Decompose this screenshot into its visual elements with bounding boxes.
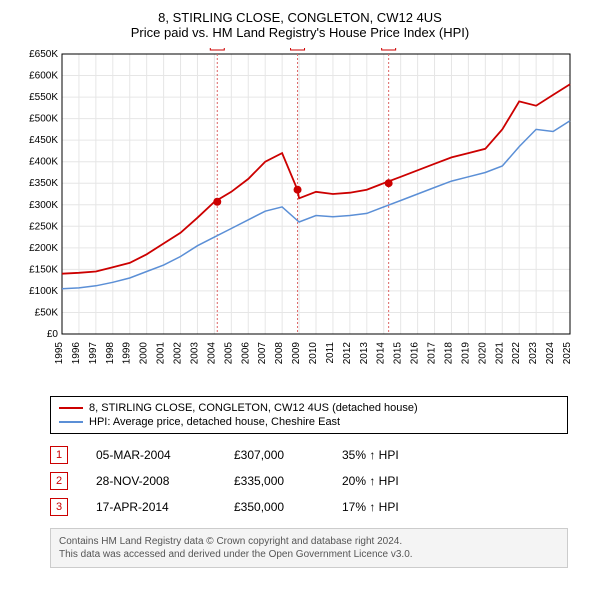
- svg-text:3: 3: [386, 48, 392, 50]
- svg-text:£600K: £600K: [29, 71, 58, 82]
- svg-text:2006: 2006: [240, 342, 251, 365]
- event-date: 05-MAR-2004: [96, 448, 206, 462]
- event-date: 28-NOV-2008: [96, 474, 206, 488]
- svg-text:2021: 2021: [494, 342, 505, 365]
- svg-text:£400K: £400K: [29, 157, 58, 168]
- svg-text:2007: 2007: [257, 342, 268, 365]
- svg-text:£300K: £300K: [29, 200, 58, 211]
- legend-box: 8, STIRLING CLOSE, CONGLETON, CW12 4US (…: [50, 396, 568, 434]
- svg-text:2020: 2020: [477, 342, 488, 365]
- svg-text:2019: 2019: [460, 342, 471, 365]
- svg-text:£500K: £500K: [29, 114, 58, 125]
- event-hpi: 20% ↑ HPI: [342, 474, 432, 488]
- event-date: 17-APR-2014: [96, 500, 206, 514]
- svg-text:£550K: £550K: [29, 92, 58, 103]
- event-marker-box: 2: [50, 472, 68, 490]
- svg-text:2016: 2016: [410, 342, 421, 365]
- svg-text:2002: 2002: [173, 342, 184, 365]
- svg-text:2015: 2015: [393, 342, 404, 365]
- svg-text:£450K: £450K: [29, 135, 58, 146]
- legend-item: HPI: Average price, detached house, Ches…: [59, 415, 559, 429]
- svg-text:1996: 1996: [71, 342, 82, 365]
- svg-text:2025: 2025: [562, 342, 573, 365]
- svg-text:£350K: £350K: [29, 178, 58, 189]
- svg-text:2008: 2008: [274, 342, 285, 365]
- svg-text:2017: 2017: [427, 342, 438, 365]
- svg-text:£50K: £50K: [35, 307, 59, 318]
- svg-text:2009: 2009: [291, 342, 302, 365]
- svg-text:2023: 2023: [528, 342, 539, 365]
- svg-text:2013: 2013: [359, 342, 370, 365]
- line-chart: £0 £50K £100K £150K £200K £250K £300K £350K £400…: [20, 48, 580, 388]
- svg-text:£0: £0: [47, 329, 59, 340]
- svg-text:2012: 2012: [342, 342, 353, 365]
- svg-text:2010: 2010: [308, 342, 319, 365]
- footer-note: Contains HM Land Registry data © Crown c…: [50, 528, 568, 568]
- plot-area: £0 £50K £100K £150K £200K £250K £300K £350K £400…: [20, 48, 580, 388]
- legend-label: 8, STIRLING CLOSE, CONGLETON, CW12 4US (…: [89, 402, 418, 414]
- svg-text:£650K: £650K: [29, 49, 58, 60]
- svg-text:£250K: £250K: [29, 221, 58, 232]
- svg-text:2005: 2005: [223, 342, 234, 365]
- event-row: 1 05-MAR-2004 £307,000 35% ↑ HPI: [50, 442, 590, 468]
- svg-text:2011: 2011: [325, 342, 336, 364]
- svg-text:1998: 1998: [105, 342, 116, 365]
- legend-label: HPI: Average price, detached house, Ches…: [89, 416, 340, 428]
- event-price: £350,000: [234, 500, 314, 514]
- events-table: 1 05-MAR-2004 £307,000 35% ↑ HPI 2 28-NOV-200…: [50, 442, 590, 520]
- svg-text:2014: 2014: [376, 342, 387, 365]
- chart-subtitle: Price paid vs. HM Land Registry's House …: [10, 25, 590, 40]
- title-block: 8, STIRLING CLOSE, CONGLETON, CW12 4US P…: [10, 10, 590, 40]
- event-price: £307,000: [234, 448, 314, 462]
- svg-text:£100K: £100K: [29, 286, 58, 297]
- svg-text:2: 2: [295, 48, 301, 50]
- chart-title: 8, STIRLING CLOSE, CONGLETON, CW12 4US: [10, 10, 590, 25]
- svg-text:£200K: £200K: [29, 243, 58, 254]
- svg-text:2001: 2001: [156, 342, 167, 365]
- svg-text:1995: 1995: [54, 342, 65, 365]
- event-marker-box: 1: [50, 446, 68, 464]
- svg-text:£150K: £150K: [29, 264, 58, 275]
- svg-text:1: 1: [214, 48, 220, 50]
- event-marker-box: 3: [50, 498, 68, 516]
- event-row: 2 28-NOV-2008 £335,000 20% ↑ HPI: [50, 468, 590, 494]
- svg-text:1999: 1999: [122, 342, 133, 365]
- svg-text:2024: 2024: [545, 342, 556, 365]
- svg-text:2000: 2000: [139, 342, 150, 365]
- event-hpi: 35% ↑ HPI: [342, 448, 432, 462]
- legend-item: 8, STIRLING CLOSE, CONGLETON, CW12 4US (…: [59, 401, 559, 415]
- svg-text:2003: 2003: [189, 342, 200, 365]
- svg-text:2022: 2022: [511, 342, 522, 365]
- event-price: £335,000: [234, 474, 314, 488]
- legend-swatch: [59, 407, 83, 409]
- svg-text:1997: 1997: [88, 342, 99, 365]
- event-row: 3 17-APR-2014 £350,000 17% ↑ HPI: [50, 494, 590, 520]
- chart-container: 8, STIRLING CLOSE, CONGLETON, CW12 4US P…: [10, 10, 590, 568]
- svg-text:2004: 2004: [206, 342, 217, 365]
- footer-line2: This data was accessed and derived under…: [59, 548, 559, 561]
- event-hpi: 17% ↑ HPI: [342, 500, 432, 514]
- footer-line1: Contains HM Land Registry data © Crown c…: [59, 535, 559, 548]
- svg-text:2018: 2018: [443, 342, 454, 365]
- legend-swatch: [59, 421, 83, 423]
